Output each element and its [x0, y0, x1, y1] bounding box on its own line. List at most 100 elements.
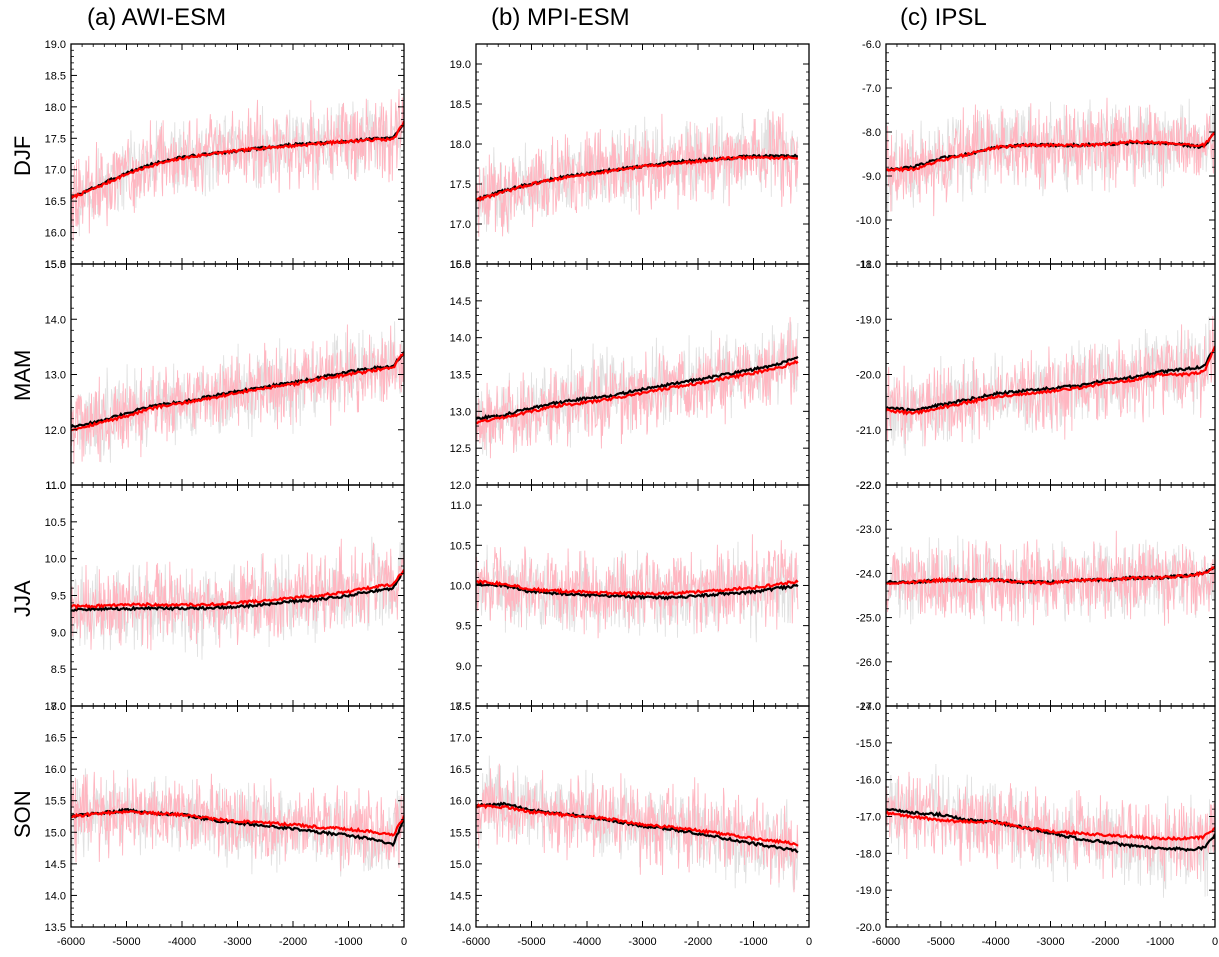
plot-area-mpi-esm-jja	[476, 534, 799, 643]
y-tick-label: 15.0	[45, 827, 66, 839]
y-tick-label: -16.0	[856, 775, 881, 787]
y-tick-label: 12.0	[450, 480, 471, 492]
series-line-red	[71, 352, 404, 432]
y-tick-label: 15.5	[45, 259, 66, 271]
y-tick-label: 18.5	[45, 70, 66, 82]
y-tick-label: 17.0	[450, 733, 471, 745]
y-tick-label: 8.5	[51, 664, 66, 676]
x-tick-label: -5000	[517, 936, 545, 948]
plot-area-awi-esm-jja	[71, 527, 404, 660]
series-line-red	[886, 131, 1215, 173]
series-line-black	[886, 808, 1215, 853]
x-tick-label: -4000	[168, 936, 196, 948]
series-line-red	[71, 120, 404, 200]
series-line-red	[476, 155, 798, 202]
y-tick-label: 8.5	[456, 701, 471, 713]
y-tick-label: 9.5	[456, 621, 471, 633]
x-tick-label: -2000	[1091, 936, 1119, 948]
y-tick-label: 16.0	[45, 228, 66, 240]
y-tick-label: -24.0	[856, 568, 881, 580]
y-tick-label: 18.5	[450, 99, 471, 111]
annual-noise-red	[886, 530, 1215, 626]
y-tick-label: 12.0	[45, 425, 66, 437]
x-tick-label: -1000	[739, 936, 767, 948]
series-line-red	[476, 579, 799, 598]
y-tick-label: 14.0	[45, 890, 66, 902]
y-tick-label: 15.0	[450, 859, 471, 871]
y-tick-label: -15.0	[856, 738, 881, 750]
y-tick-label: -8.0	[862, 127, 881, 139]
y-tick-label: 14.5	[450, 296, 471, 308]
y-tick-label: 18.0	[450, 139, 471, 151]
x-tick-label: -6000	[462, 936, 490, 948]
panel-title-mpi-esm: (b) MPI-ESM	[491, 4, 630, 31]
y-tick-label: -11.0	[857, 259, 881, 271]
panel-ipsl-jja: -27.0 -26.0 -25.0 -24.0 -23.0 -22.0	[856, 480, 1216, 713]
y-tick-label: 13.5	[450, 370, 471, 382]
y-tick-label: 13.0	[450, 406, 471, 418]
y-tick-label: 17.0	[45, 701, 66, 713]
series-line-black	[476, 581, 799, 601]
plot-area-awi-esm-son	[71, 768, 404, 877]
y-tick-label: 10.0	[45, 554, 66, 566]
series-line-red	[71, 809, 404, 837]
annual-noise-red	[71, 770, 404, 872]
y-tick-label: -10.0	[856, 215, 881, 227]
y-tick-label: 14.0	[450, 922, 471, 934]
y-tick-label: 18.0	[45, 102, 66, 114]
y-tick-label: 15.5	[450, 827, 471, 839]
y-tick-label: -21.0	[856, 425, 881, 437]
y-tick-label: 16.0	[450, 796, 471, 808]
y-tick-label: -19.0	[856, 885, 881, 897]
y-tick-label: -23.0	[856, 524, 881, 536]
y-tick-label: -22.0	[856, 480, 881, 492]
annual-noise-black	[476, 755, 799, 891]
y-tick-label: -18.0	[856, 848, 881, 860]
plot-area-mpi-esm-son	[476, 755, 799, 893]
x-tick-label: -1000	[334, 936, 362, 948]
plot-area-awi-esm-mam	[71, 321, 404, 464]
annual-noise-red	[71, 89, 404, 241]
plot-area-ipsl-son	[886, 763, 1215, 898]
y-tick-label: 9.0	[51, 627, 66, 639]
plot-area-awi-esm-djf	[71, 89, 404, 241]
y-tick-label: 9.0	[456, 661, 471, 673]
plot-area-ipsl-mam	[886, 316, 1215, 456]
y-tick-label: 11.0	[45, 480, 66, 492]
y-tick-label: 11.0	[45, 480, 66, 492]
y-tick-label: -22.0	[856, 480, 881, 492]
series-line-black	[476, 801, 799, 854]
y-tick-label: 15.0	[45, 259, 66, 271]
plot-area-mpi-esm-mam	[476, 317, 799, 459]
annual-noise-black	[886, 98, 1215, 222]
y-tick-label: 17.5	[45, 133, 66, 145]
x-tick-label: -5000	[927, 936, 955, 948]
series-line-black	[886, 346, 1215, 412]
x-tick-label: 0	[1212, 936, 1218, 948]
series-line-red	[476, 803, 799, 847]
y-tick-label: 17.0	[450, 219, 471, 231]
x-tick-label: -3000	[223, 936, 251, 948]
panel-mpi-esm-djf: 16.5 17.0 17.5 18.0 18.5 19.0	[450, 43, 810, 271]
series-line-black	[476, 355, 799, 421]
annual-noise-red	[476, 534, 799, 639]
y-tick-label: 19.0	[450, 59, 471, 71]
y-tick-label: -20.0	[856, 370, 881, 382]
panel-ipsl-mam: -22.0 -21.0 -20.0 -19.0 -18.0	[856, 259, 1216, 492]
y-tick-label: -26.0	[856, 657, 881, 669]
y-tick-label: 16.5	[450, 259, 471, 271]
y-tick-label: 14.0	[45, 314, 66, 326]
plot-area-ipsl-djf	[886, 97, 1215, 222]
y-tick-label: 14.0	[450, 333, 471, 345]
x-tick-label: -3000	[1036, 936, 1064, 948]
y-tick-label: -14.0	[856, 701, 881, 713]
y-tick-label: 17.5	[450, 179, 471, 191]
y-tick-label: 11.0	[450, 500, 471, 512]
y-tick-label: -27.0	[856, 701, 881, 713]
panel-mpi-esm-mam: 12.0 12.5 13.0 13.5 14.0 14.5 15.0	[450, 259, 810, 492]
y-tick-label: 13.5	[45, 922, 66, 934]
y-tick-label: 16.5	[450, 764, 471, 776]
x-tick-label: -5000	[112, 936, 140, 948]
panel-awi-esm-mam: 11.0 12.0 13.0 14.0 15.0	[45, 259, 405, 492]
